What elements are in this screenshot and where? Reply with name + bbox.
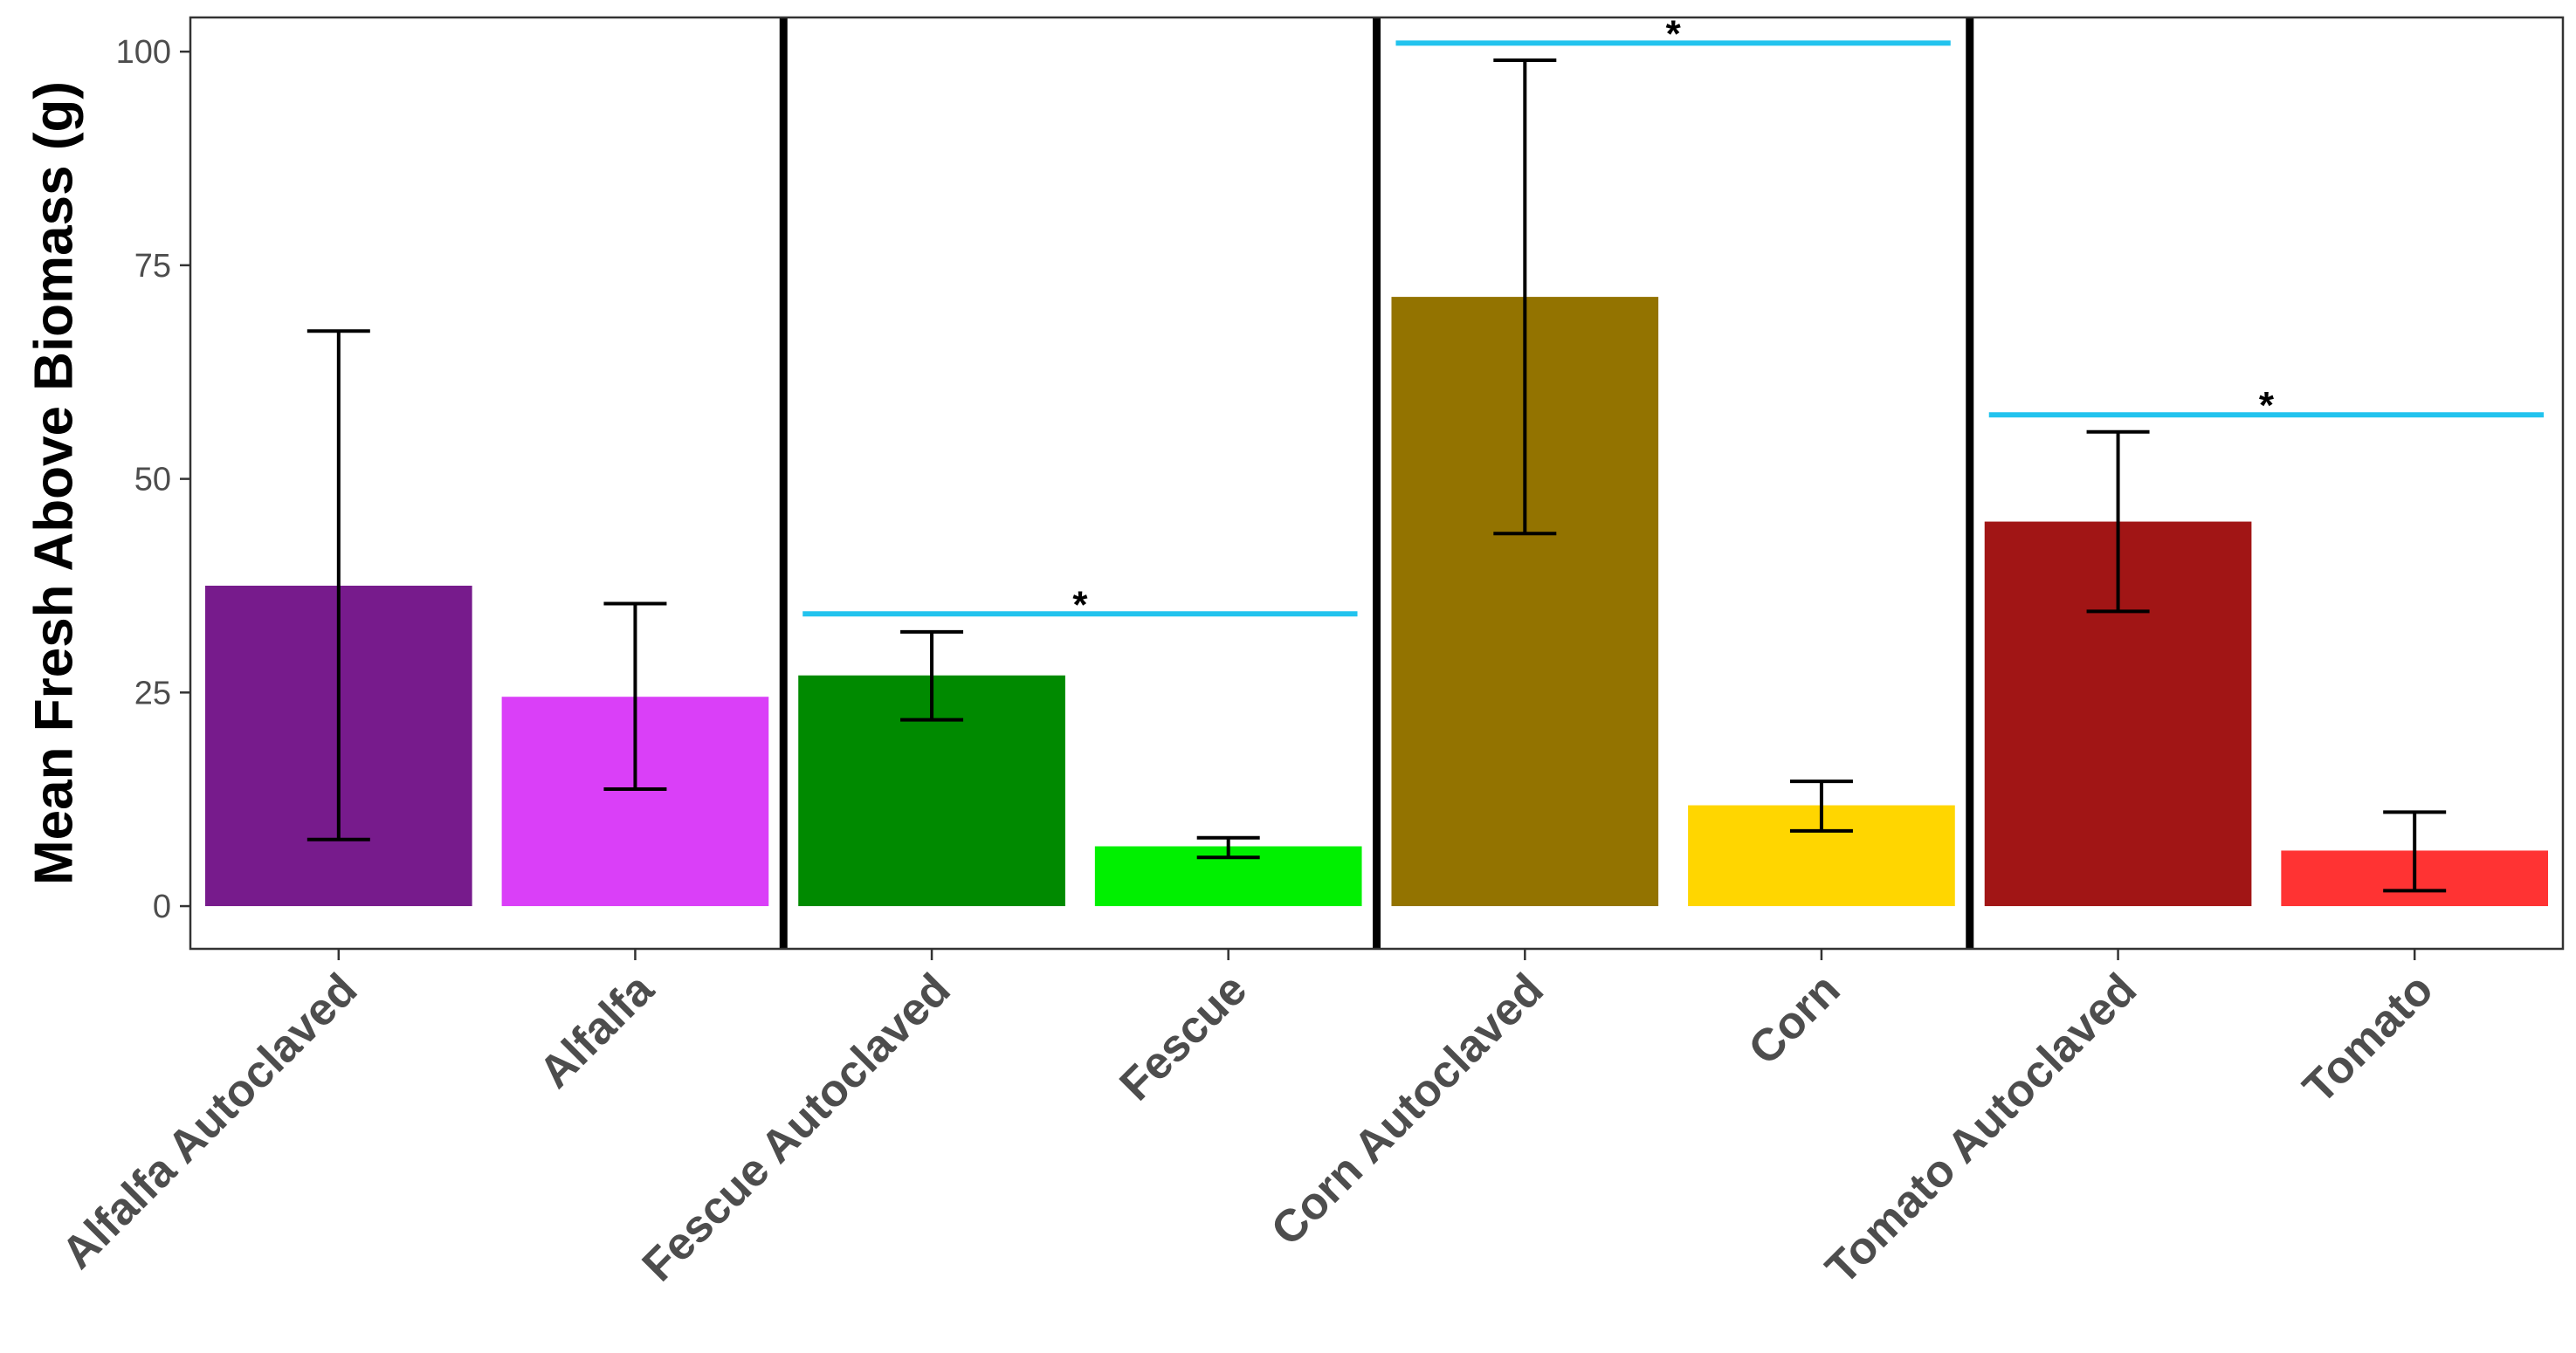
y-axis-title: Mean Fresh Above Biomass (g)	[24, 81, 84, 885]
y-tick-label: 50	[134, 462, 171, 498]
plot-panel-border	[189, 16, 2565, 951]
error-bar	[603, 601, 667, 791]
x-tick-label: Fescue Autoclaved	[633, 964, 961, 1291]
error-bar	[1196, 835, 1260, 860]
x-tick-label: Tomato	[2294, 964, 2443, 1113]
y-tick-label: 75	[134, 248, 171, 285]
y-tick-label: 0	[153, 889, 171, 925]
x-tick-label: Alfalfa Autoclaved	[52, 964, 367, 1278]
error-bar	[900, 629, 964, 722]
significance-label: *	[1666, 12, 1682, 55]
error-bar	[1493, 58, 1557, 536]
error-bar	[2383, 810, 2447, 893]
x-tick-label: Corn Autoclaved	[1262, 964, 1553, 1255]
error-bar	[1789, 780, 1853, 833]
x-tick-label: Tomato Autoclaved	[1816, 964, 2146, 1294]
x-tick-label: Fescue	[1110, 964, 1257, 1110]
x-tick-label: Alfalfa	[530, 964, 665, 1098]
significance-label: *	[2259, 384, 2275, 427]
y-tick-label: 100	[116, 34, 171, 71]
x-tick-label: Corn	[1739, 964, 1850, 1075]
error-bar	[307, 329, 370, 841]
error-bar	[2086, 429, 2150, 614]
y-tick-label: 25	[134, 675, 171, 711]
significance-label: *	[1072, 583, 1088, 626]
